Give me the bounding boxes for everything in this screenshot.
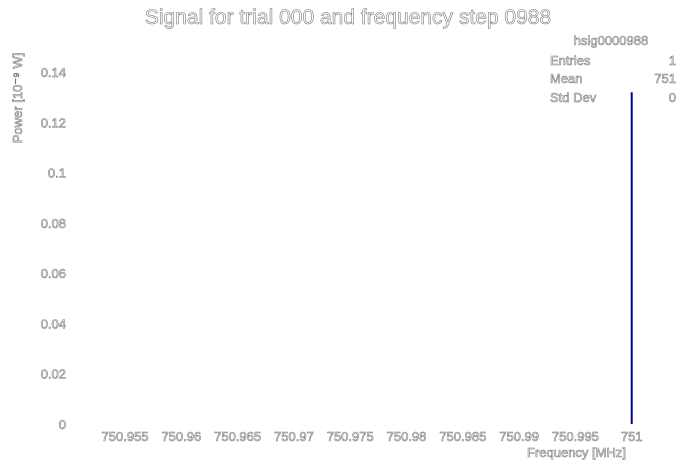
x-tick-label: 750.955 [102, 429, 149, 444]
x-tick-label: 750.975 [327, 429, 374, 444]
stats-stddev-label: Std Dev [550, 90, 597, 105]
stats-box: hsig0000988 Entries 1 Mean 751 Std Dev 0 [550, 33, 677, 106]
y-tick-label: 0.04 [41, 316, 66, 331]
x-tick-label: 750.995 [552, 429, 599, 444]
y-tick-label: 0.08 [41, 216, 66, 231]
stats-mean-value: 751 [654, 71, 676, 86]
y-tick-label: 0.14 [41, 65, 66, 80]
y-tick-labels: 0 0.02 0.04 0.06 0.08 0.1 0.12 0.14 [40, 65, 66, 432]
stats-mean-label: Mean [550, 71, 583, 86]
x-tick-label: 751 [621, 429, 643, 444]
x-tick-label: 750.96 [161, 429, 201, 444]
x-axis-label: Frequency [MHz] [527, 445, 626, 460]
stats-box-title: hsig0000988 [574, 33, 648, 48]
chart-title: Signal for trial 000 and frequency step … [145, 6, 551, 29]
y-axis-label: Power [10⁻⁹ W] [10, 53, 25, 143]
x-tick-label: 750.965 [214, 429, 261, 444]
x-tick-labels: 750.955 750.96 750.965 750.97 750.975 750.98 7… [101, 429, 643, 445]
stats-entries-value: 1 [669, 53, 676, 68]
y-tick-label: 0.1 [48, 166, 66, 181]
stats-stddev-value: 0 [669, 90, 676, 105]
x-tick-label: 750.99 [499, 429, 539, 444]
y-tick-label: 0.06 [41, 266, 66, 281]
y-tick-label: 0.12 [41, 115, 66, 130]
x-tick-label: 750.98 [387, 429, 427, 444]
x-tick-label: 750.97 [274, 429, 314, 444]
y-tick-label: 0 [59, 417, 66, 432]
y-tick-label: 0.02 [41, 367, 66, 382]
stats-entries-label: Entries [550, 53, 591, 68]
x-tick-label: 750.985 [439, 429, 486, 444]
